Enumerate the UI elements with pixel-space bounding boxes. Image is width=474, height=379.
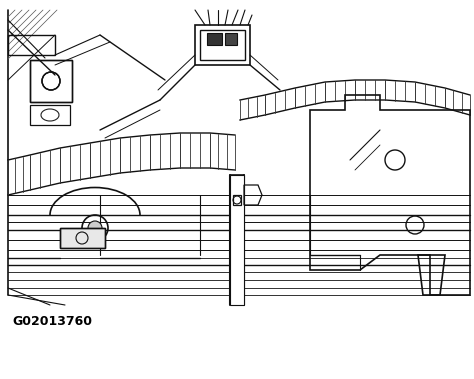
Bar bbox=[225, 33, 237, 45]
Bar bbox=[233, 195, 241, 205]
Text: G02013760: G02013760 bbox=[12, 315, 92, 328]
Bar bbox=[30, 60, 72, 102]
Circle shape bbox=[88, 221, 102, 235]
Bar bbox=[230, 175, 244, 305]
Bar bbox=[207, 33, 222, 45]
Bar bbox=[200, 30, 245, 60]
Bar bbox=[30, 60, 72, 102]
Bar bbox=[60, 228, 105, 248]
Bar bbox=[60, 228, 105, 248]
